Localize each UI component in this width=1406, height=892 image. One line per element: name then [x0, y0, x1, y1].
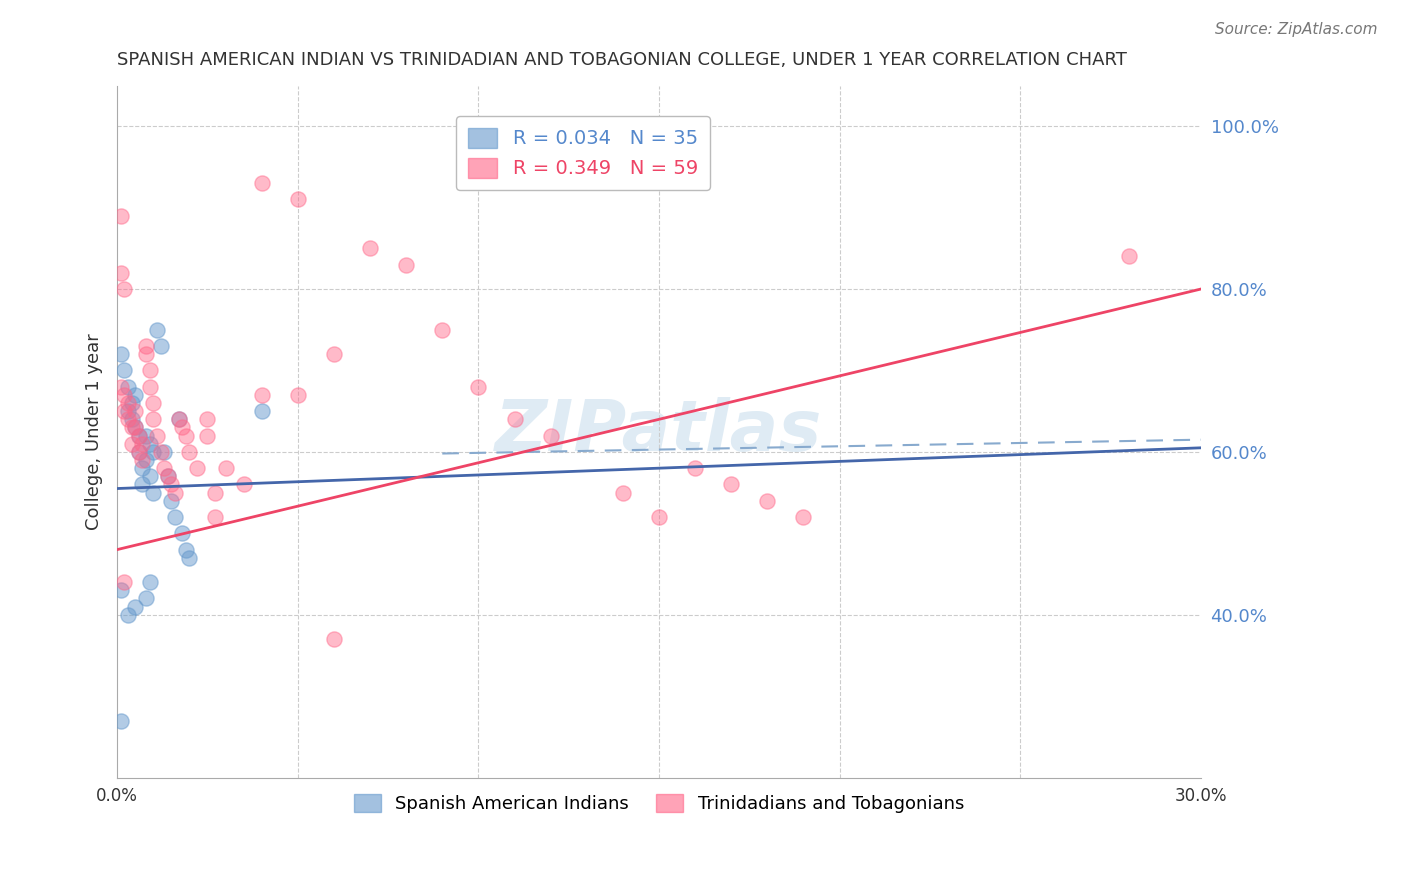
Point	[287, 388, 309, 402]
Point	[432, 323, 454, 337]
Point	[214, 461, 236, 475]
Point	[131, 477, 153, 491]
Point	[121, 436, 143, 450]
Point	[197, 412, 219, 426]
Point	[128, 445, 150, 459]
Point	[250, 176, 273, 190]
Point	[135, 339, 157, 353]
Point	[138, 469, 160, 483]
Point	[131, 436, 153, 450]
Point	[204, 485, 226, 500]
Point	[124, 420, 146, 434]
Point	[142, 445, 165, 459]
Point	[121, 396, 143, 410]
Point	[167, 412, 190, 426]
Point	[720, 477, 742, 491]
Point	[167, 412, 190, 426]
Point	[160, 477, 183, 491]
Point	[131, 461, 153, 475]
Point	[112, 282, 135, 296]
Point	[112, 575, 135, 590]
Point	[124, 599, 146, 614]
Point	[112, 363, 135, 377]
Point	[756, 493, 779, 508]
Point	[131, 453, 153, 467]
Point	[117, 380, 139, 394]
Point	[142, 396, 165, 410]
Point	[110, 347, 132, 361]
Point	[204, 510, 226, 524]
Text: Source: ZipAtlas.com: Source: ZipAtlas.com	[1215, 22, 1378, 37]
Point	[138, 436, 160, 450]
Point	[792, 510, 814, 524]
Point	[135, 428, 157, 442]
Point	[186, 461, 208, 475]
Point	[153, 445, 176, 459]
Point	[112, 388, 135, 402]
Point	[174, 428, 197, 442]
Point	[179, 445, 201, 459]
Point	[110, 209, 132, 223]
Point	[135, 453, 157, 467]
Point	[124, 388, 146, 402]
Point	[138, 380, 160, 394]
Point	[250, 404, 273, 418]
Point	[124, 420, 146, 434]
Point	[395, 258, 418, 272]
Point	[110, 583, 132, 598]
Point	[1118, 250, 1140, 264]
Point	[124, 404, 146, 418]
Point	[467, 380, 489, 394]
Point	[172, 420, 194, 434]
Point	[174, 542, 197, 557]
Point	[117, 396, 139, 410]
Point	[117, 404, 139, 418]
Point	[128, 428, 150, 442]
Point	[117, 412, 139, 426]
Point	[322, 632, 344, 647]
Point	[163, 485, 186, 500]
Point	[142, 485, 165, 500]
Point	[160, 493, 183, 508]
Point	[128, 428, 150, 442]
Point	[149, 445, 172, 459]
Point	[146, 428, 169, 442]
Point	[135, 347, 157, 361]
Point	[142, 412, 165, 426]
Point	[359, 241, 381, 255]
Point	[146, 323, 169, 337]
Point	[287, 193, 309, 207]
Point	[250, 388, 273, 402]
Point	[110, 714, 132, 728]
Point	[110, 380, 132, 394]
Point	[156, 469, 179, 483]
Point	[179, 550, 201, 565]
Point	[138, 575, 160, 590]
Point	[503, 412, 526, 426]
Point	[232, 477, 254, 491]
Point	[612, 485, 634, 500]
Point	[172, 526, 194, 541]
Point	[121, 420, 143, 434]
Point	[112, 404, 135, 418]
Point	[197, 428, 219, 442]
Point	[117, 607, 139, 622]
Point	[648, 510, 671, 524]
Point	[121, 412, 143, 426]
Point	[156, 469, 179, 483]
Point	[163, 510, 186, 524]
Point	[322, 347, 344, 361]
Point	[153, 461, 176, 475]
Point	[683, 461, 706, 475]
Point	[135, 591, 157, 606]
Y-axis label: College, Under 1 year: College, Under 1 year	[86, 333, 103, 530]
Point	[128, 445, 150, 459]
Point	[149, 339, 172, 353]
Legend: Spanish American Indians, Trinidadians and Tobagonians: Spanish American Indians, Trinidadians a…	[343, 783, 974, 824]
Text: SPANISH AMERICAN INDIAN VS TRINIDADIAN AND TOBAGONIAN COLLEGE, UNDER 1 YEAR CORR: SPANISH AMERICAN INDIAN VS TRINIDADIAN A…	[117, 51, 1128, 69]
Point	[110, 266, 132, 280]
Text: ZIPatlas: ZIPatlas	[495, 397, 823, 466]
Point	[540, 428, 562, 442]
Point	[138, 363, 160, 377]
